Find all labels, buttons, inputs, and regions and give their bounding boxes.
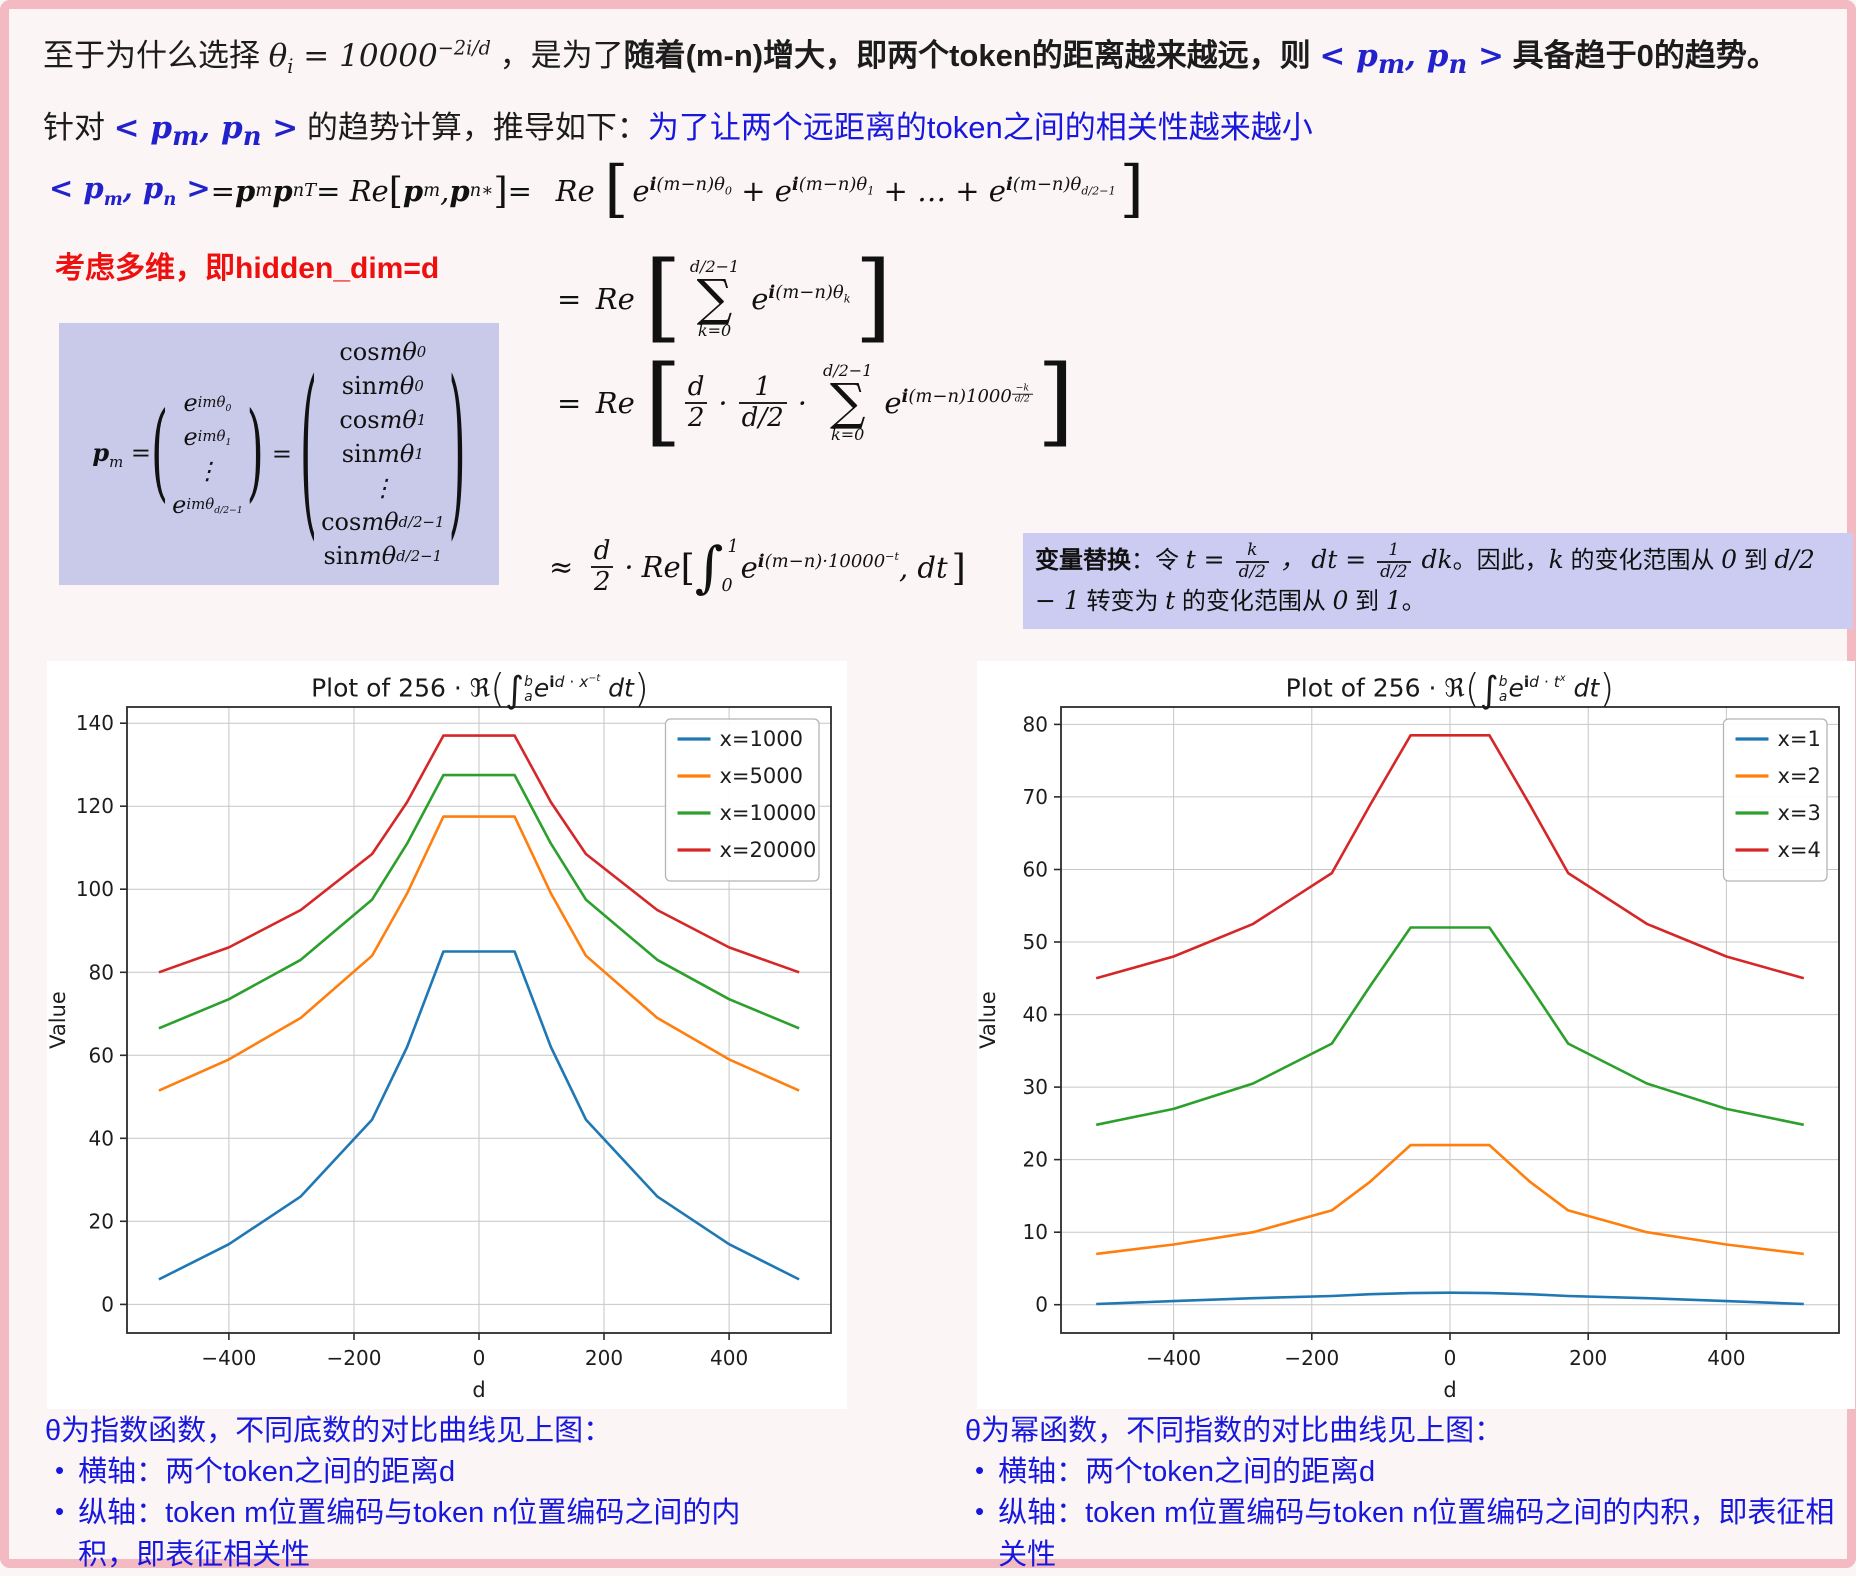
svg-text:x=1: x=1 — [1778, 727, 1821, 751]
svg-text:x=10000: x=10000 — [720, 801, 817, 825]
pm-trig-entries: cos mθ 0 sin mθ 0 cos mθ 1 sin mθ 1 ⋮ cos mθ d/2−1… — [321, 338, 445, 570]
svg-text:40: 40 — [1023, 1003, 1048, 1027]
bullet-text: 纵轴：token m位置编码与token n位置编码之间的内积，即表征相关性 — [998, 1497, 1835, 1571]
svg-text:80: 80 — [1023, 712, 1048, 736]
bullet-text: 纵轴：token m位置编码与token n位置编码之间的内积，即表征相关性 — [78, 1497, 741, 1571]
caption-bullet: 横轴：两个token之间的距离d — [45, 1452, 793, 1493]
svg-text:70: 70 — [1023, 785, 1048, 809]
svg-text:x=3: x=3 — [1778, 801, 1821, 825]
svg-text:0: 0 — [1035, 1293, 1048, 1317]
left-paren: ( — [299, 344, 318, 559]
svg-text:30: 30 — [1023, 1075, 1048, 1099]
pm-vector-definition: pm = ( e imθ0 e imθ1 ⋮ e imθd/2−1 ) = ( cos mθ… — [59, 323, 499, 585]
left-chart-title: Plot of 256 · ℜ(∫ b a eid · x−t dt) — [311, 667, 649, 712]
right-paren: ) — [448, 344, 466, 559]
svg-text:−200: −200 — [1284, 1346, 1339, 1370]
caption-bullet: 横轴：两个token之间的距离d — [965, 1452, 1845, 1493]
formula-row-2: = Re [d/2−1 ∑ k=0 ei(m−n)θk] — [557, 240, 892, 353]
svg-text:d: d — [472, 1378, 485, 1402]
svg-text:Value: Value — [47, 991, 70, 1049]
formula-row-4: ≈ d 2 · Re[∫ 1 0 ei(m−n)·10000−t, dt] — [549, 535, 966, 599]
svg-text:140: 140 — [76, 711, 114, 735]
svg-text:200: 200 — [585, 1346, 623, 1370]
formula-row-3: = Re [d 2 · 1 d/2 · d/2−1 ∑ k=0 ei(m−n)1000 −k d/2] — [557, 344, 1075, 457]
left-chart-canvas: −400 −200 0 200 400 0 20 40 60 80 100 120 140 d Value x… — [46, 706, 832, 1402]
right-chart-caption: θ为幂函数，不同指数的对比曲线见上图： 横轴：两个token之间的距离d 纵轴：… — [965, 1411, 1845, 1576]
left-paren: ( — [150, 391, 169, 514]
intro-paragraph-1: 至于为什么选择 θi = 10000−2i/d ，是为了随着(m-n)增大，即两… — [43, 36, 1778, 81]
caption-bullet: 纵轴：token m位置编码与token n位置编码之间的内积，即表征相关性 — [45, 1493, 793, 1575]
svg-text:100: 100 — [76, 877, 114, 901]
svg-text:80: 80 — [89, 960, 114, 984]
caption-heading: θ为指数函数，不同底数的对比曲线见上图： — [45, 1415, 613, 1447]
pm-trig-vector: ( cos mθ 0 sin mθ 0 cos mθ 1 sin mθ 1 ⋮ cos mθ d/2… — [300, 335, 466, 573]
svg-text:−400: −400 — [1146, 1346, 1201, 1370]
svg-text:40: 40 — [89, 1126, 114, 1150]
multidim-note-red: 考虑多维，即hidden_dim=d — [55, 252, 440, 285]
svg-text:400: 400 — [1707, 1346, 1745, 1370]
svg-text:−400: −400 — [201, 1346, 256, 1370]
right-chart-title: Plot of 256 · ℜ(∫ b a eid · tx dt) — [1285, 667, 1615, 712]
svg-text:60: 60 — [1023, 858, 1048, 882]
svg-text:x=20000: x=20000 — [720, 838, 817, 862]
caption-bullet: 纵轴：token m位置编码与token n位置编码之间的内积，即表征相关性 — [965, 1493, 1845, 1575]
right-chart: Plot of 256 · ℜ(∫ b a eid · tx dt) −400 −200… — [976, 661, 1855, 1409]
svg-text:x=4: x=4 — [1778, 838, 1821, 862]
right-paren: ) — [246, 391, 264, 514]
svg-text:60: 60 — [89, 1043, 114, 1067]
bullet-text: 横轴：两个token之间的距离d — [78, 1456, 456, 1489]
svg-text:−200: −200 — [327, 1346, 382, 1370]
svg-text:20: 20 — [1023, 1148, 1048, 1172]
pm-lhs: pm = — [92, 437, 151, 471]
svg-text:x=2: x=2 — [1778, 764, 1821, 788]
variable-substitution-note: 变量替换：令 t = k d/2 ， dt = 1 d/2 dk。因此，k 的变化范… — [1023, 533, 1853, 629]
right-chart-canvas: −400 −200 0 200 400 0 10 20 30 40 50 60 70 80 d Value x=… — [976, 706, 1840, 1402]
svg-text:x=1000: x=1000 — [720, 727, 803, 751]
pm-exponential-vector: ( e imθ0 e imθ1 ⋮ e imθd/2−1 ) — [151, 386, 264, 522]
svg-text:0: 0 — [101, 1292, 114, 1316]
svg-text:120: 120 — [76, 794, 114, 818]
svg-text:0: 0 — [473, 1346, 486, 1370]
equals-sign: = — [271, 440, 292, 468]
caption-heading: θ为幂函数，不同指数的对比曲线见上图： — [965, 1415, 1504, 1447]
left-chart: Plot of 256 · ℜ(∫ b a eid · x−t dt) −400 −20… — [46, 661, 847, 1409]
svg-text:20: 20 — [89, 1209, 114, 1233]
svg-text:d: d — [1443, 1378, 1456, 1402]
left-chart-caption: θ为指数函数，不同底数的对比曲线见上图： 横轴：两个token之间的距离d 纵轴… — [45, 1411, 793, 1576]
svg-text:10: 10 — [1023, 1220, 1048, 1244]
svg-text:x=5000: x=5000 — [720, 764, 803, 788]
pm-exp-entries: e imθ0 e imθ1 ⋮ e imθd/2−1 — [172, 389, 243, 519]
svg-text:200: 200 — [1569, 1346, 1607, 1370]
bullet-text: 横轴：两个token之间的距离d — [998, 1456, 1376, 1489]
svg-text:0: 0 — [1444, 1346, 1457, 1370]
svg-text:400: 400 — [710, 1346, 748, 1370]
intro-paragraph-2: 针对 < pm, pn > 的趋势计算，推导如下：为了让两个远距离的token之… — [43, 110, 1313, 153]
svg-text:Value: Value — [977, 991, 1000, 1049]
svg-text:50: 50 — [1023, 930, 1048, 954]
